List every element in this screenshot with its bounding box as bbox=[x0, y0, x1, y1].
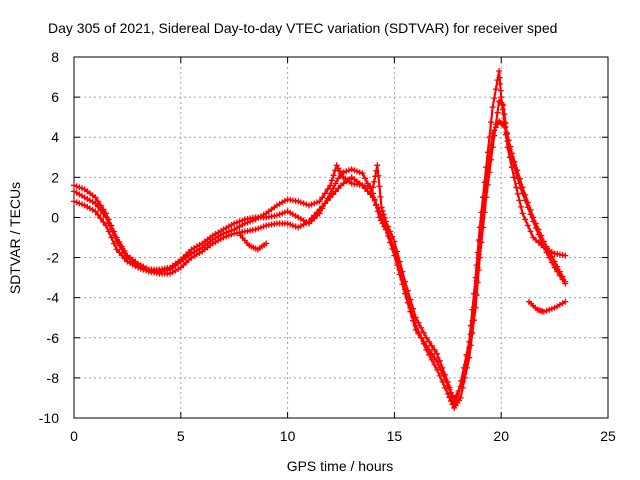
y-axis-label: SDTVAR / TECUs bbox=[7, 182, 23, 294]
y-tick-label: -2 bbox=[47, 250, 60, 266]
x-tick-label: 25 bbox=[600, 428, 616, 444]
series-track-5 bbox=[526, 298, 569, 315]
series-markers bbox=[526, 298, 569, 315]
y-tick-label: -8 bbox=[47, 370, 60, 386]
y-tick-label: -6 bbox=[47, 330, 60, 346]
plot-frame bbox=[73, 56, 609, 419]
y-tick-label: 0 bbox=[51, 209, 59, 225]
y-tick-label: -10 bbox=[39, 410, 59, 426]
grid bbox=[74, 57, 608, 418]
chart-title: Day 305 of 2021, Sidereal Day-to-day VTE… bbox=[48, 20, 557, 36]
series-track-3 bbox=[71, 118, 569, 403]
series-group bbox=[71, 68, 569, 411]
x-axis-label: GPS time / hours bbox=[287, 458, 394, 474]
x-tick-label: 15 bbox=[387, 428, 403, 444]
x-tick-label: 5 bbox=[177, 428, 185, 444]
y-tick-label: 2 bbox=[51, 169, 59, 185]
series-track-4 bbox=[237, 232, 270, 253]
y-tick-label: -4 bbox=[47, 290, 60, 306]
y-tick-label: 4 bbox=[51, 129, 59, 145]
y-tick-label: 6 bbox=[51, 89, 59, 105]
x-tick-label: 20 bbox=[493, 428, 509, 444]
axis-ticks: 0 5 10 15 20 25 -10 -8 -6 -4 -2 0 2 4 6 8 bbox=[39, 49, 616, 444]
series-markers bbox=[237, 232, 270, 253]
x-tick-label: 10 bbox=[280, 428, 296, 444]
y-tick-label: 8 bbox=[51, 49, 59, 65]
x-tick-label: 0 bbox=[70, 428, 78, 444]
series-markers bbox=[71, 118, 569, 403]
